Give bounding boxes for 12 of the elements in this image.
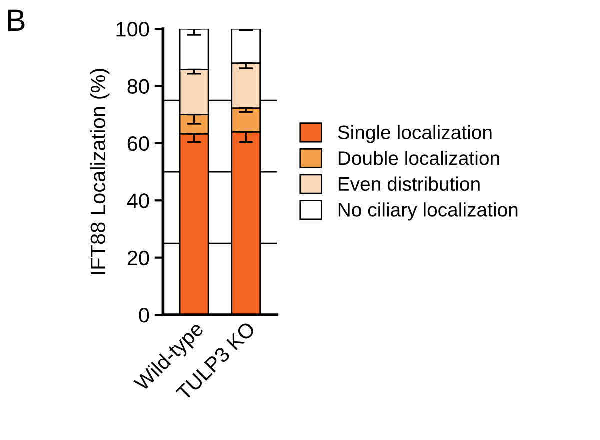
- legend-label: Even distribution: [338, 176, 480, 192]
- text: B: [8, 10, 25, 31]
- y-tick-label: 80: [128, 79, 150, 94]
- y-tick-label: 20: [128, 250, 150, 266]
- y-tick-label: 100: [116, 22, 150, 37]
- y-tick-label: 40: [127, 194, 150, 208]
- y-tick-label: 0: [139, 308, 150, 323]
- y-tick-label: 60: [128, 136, 150, 152]
- legend-label: Single localization: [338, 125, 492, 144]
- legend-label: Double localization: [338, 150, 500, 166]
- y-axis-title: IFT88 Localization (%): [90, 69, 110, 274]
- legend-label: No ciliary localization: [338, 202, 518, 221]
